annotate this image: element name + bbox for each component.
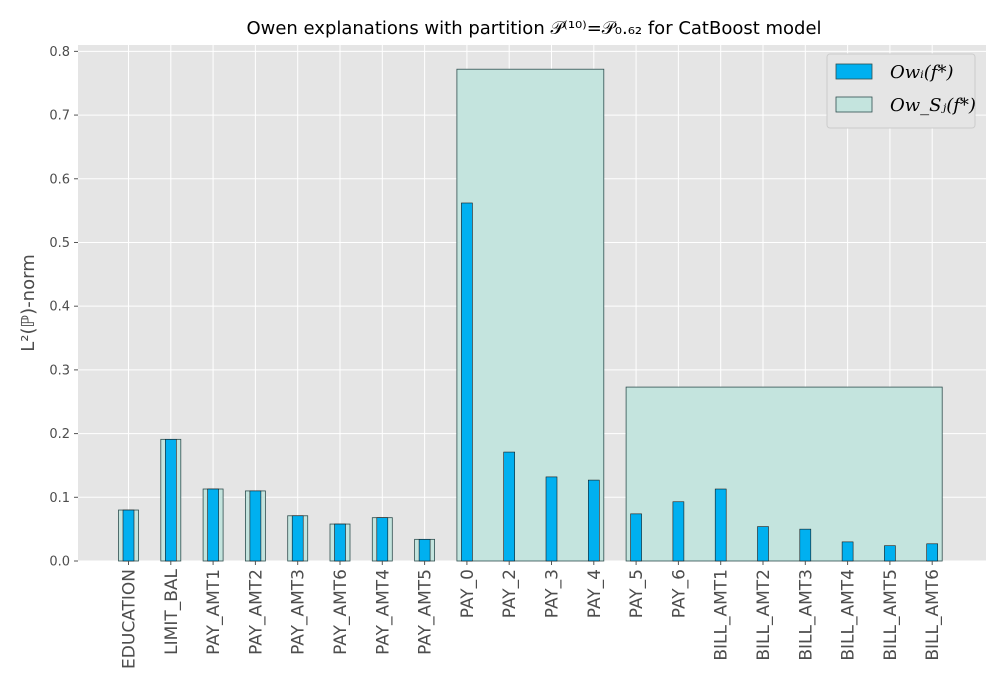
chart-title: Owen explanations with partition 𝒫⁽¹⁰⁾=𝒫… xyxy=(246,18,821,39)
x-tick-label: PAY_AMT2 xyxy=(246,569,266,655)
x-tick-label: LIMIT_BAL xyxy=(162,568,182,654)
feature-bar xyxy=(587,479,600,562)
x-tick-label: PAY_AMT4 xyxy=(373,569,393,655)
x-tick-label: PAY_4 xyxy=(585,569,605,618)
x-tick-label: BILL_AMT6 xyxy=(923,569,943,661)
legend-swatch-group xyxy=(835,96,873,113)
legend: Owᵢ(f*) Ow_Sⱼ(f*) xyxy=(826,53,976,129)
y-tick-label: 0.8 xyxy=(49,45,70,60)
legend-swatch-feature xyxy=(835,63,873,80)
feature-bar xyxy=(545,476,558,562)
feature-bars xyxy=(122,202,939,562)
feature-bar xyxy=(757,526,769,562)
feature-bar xyxy=(630,513,642,562)
y-tick-label: 0.2 xyxy=(49,427,70,442)
x-tick-label: PAY_5 xyxy=(627,569,647,618)
x-tick-label: PAY_AMT5 xyxy=(416,569,436,655)
feature-bar xyxy=(207,488,219,562)
y-tick-label: 0.6 xyxy=(49,172,70,187)
y-tick-label: 0.1 xyxy=(49,491,70,506)
feature-bar xyxy=(418,539,431,562)
x-tick-label: PAY_3 xyxy=(543,569,563,618)
feature-bar xyxy=(799,528,812,562)
x-tick-label: PAY_6 xyxy=(669,569,689,618)
feature-bar xyxy=(672,501,685,562)
x-tick-label: PAY_2 xyxy=(500,569,520,618)
x-tick-label: BILL_AMT2 xyxy=(754,569,774,661)
legend-label-feature: Owᵢ(f*) xyxy=(890,62,954,83)
feature-bar xyxy=(461,202,473,562)
y-tick-label: 0.4 xyxy=(49,300,70,315)
feature-bar xyxy=(841,541,854,562)
feature-bar xyxy=(122,509,135,562)
feature-bar xyxy=(884,545,896,562)
y-tick-label: 0.0 xyxy=(49,555,70,570)
y-axis-label: L²(ℙ)-norm xyxy=(18,254,39,351)
x-tick-label: PAY_AMT3 xyxy=(289,569,309,655)
x-axis-ticks: EDUCATION LIMIT_BAL PAY_AMT1 PAY_AMT2 PAY_AM… xyxy=(120,561,943,669)
feature-bar xyxy=(291,515,304,562)
x-tick-label: PAY_AMT6 xyxy=(331,569,351,655)
feature-bar xyxy=(714,488,727,562)
feature-bar xyxy=(249,490,262,562)
y-tick-label: 0.3 xyxy=(49,363,70,378)
x-tick-label: BILL_AMT1 xyxy=(712,569,732,661)
y-tick-label: 0.7 xyxy=(49,109,70,124)
x-tick-label: PAY_AMT1 xyxy=(204,569,224,655)
group-bar xyxy=(456,68,605,562)
feature-bar xyxy=(503,451,516,562)
x-tick-label: PAY_0 xyxy=(458,569,478,618)
x-tick-label: BILL_AMT4 xyxy=(839,569,859,661)
y-axis-ticks: 0.0 0.1 0.2 0.3 0.4 0.5 0.6 0.7 0.8 xyxy=(49,45,78,570)
legend-label-group: Ow_Sⱼ(f*) xyxy=(890,95,976,116)
x-tick-label: BILL_AMT5 xyxy=(881,569,901,661)
x-tick-label: EDUCATION xyxy=(120,569,140,669)
feature-bar xyxy=(334,523,346,562)
y-tick-label: 0.5 xyxy=(49,236,70,251)
feature-bar xyxy=(376,517,389,562)
feature-bar xyxy=(926,543,939,562)
x-tick-label: BILL_AMT3 xyxy=(796,569,816,661)
feature-bar xyxy=(165,439,177,562)
